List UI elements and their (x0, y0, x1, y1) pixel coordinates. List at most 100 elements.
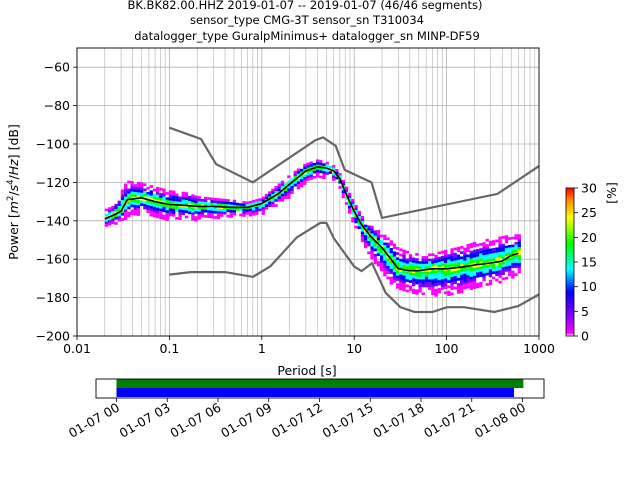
pdf-cell (412, 288, 416, 292)
pdf-cell (261, 196, 265, 200)
pdf-cell (485, 246, 489, 250)
pdf-cell (162, 199, 166, 202)
pdf-cell (296, 184, 301, 187)
pdf-cell (120, 218, 125, 221)
pdf-cell (165, 205, 169, 208)
pdf-cell (405, 279, 409, 282)
pdf-cell (370, 228, 374, 231)
pdf-cell (495, 247, 499, 251)
pdf-cell (194, 198, 198, 201)
pdf-cell (146, 194, 150, 198)
pdf-cell (488, 264, 493, 267)
pdf-cell (399, 282, 403, 286)
pdf-cell (207, 215, 211, 219)
pdf-cell (133, 204, 137, 208)
pdf-cell (456, 283, 461, 286)
pdf-cell (514, 234, 518, 237)
pdf-cell (396, 265, 400, 268)
pdf-cell (498, 267, 502, 271)
pdf-cell (370, 249, 374, 252)
pdf-cell (402, 257, 406, 261)
pdf-cell (380, 242, 384, 246)
pdf-cell (220, 214, 224, 217)
pdf-cell (424, 261, 429, 264)
pdf-cell (511, 244, 515, 248)
pdf-cell (165, 192, 169, 195)
pdf-cell (146, 197, 150, 200)
y-tick-label: −100 (36, 137, 70, 152)
pdf-cell (287, 188, 291, 192)
pdf-cell (188, 208, 192, 212)
pdf-cell (133, 202, 137, 206)
pdf-cell (140, 187, 144, 191)
pdf-cell (392, 272, 397, 275)
pdf-cell (117, 216, 121, 219)
pdf-cell (437, 264, 441, 268)
pdf-cell (200, 199, 205, 202)
pdf-cell (456, 257, 461, 260)
pdf-cell (136, 192, 141, 196)
pdf-cell (220, 201, 224, 204)
pdf-cell (463, 284, 467, 287)
pdf-cell (447, 259, 451, 263)
pdf-cell (373, 238, 377, 241)
pdf-cell (479, 253, 483, 257)
pdf-cell (440, 281, 445, 285)
pdf-cell (373, 259, 377, 262)
pdf-cell (469, 266, 473, 270)
pdf-cell (303, 179, 307, 183)
pdf-cell (511, 273, 515, 276)
pdf-cell (469, 258, 473, 262)
pdf-cell (140, 185, 144, 188)
pdf-cell (140, 182, 144, 186)
pdf-cell (181, 196, 185, 200)
pdf-cell (421, 282, 425, 285)
pdf-cell (124, 183, 128, 187)
pdf-cell (431, 268, 435, 272)
pdf-cell (367, 228, 371, 231)
pdf-cell (341, 190, 345, 194)
pdf-cell (501, 246, 505, 250)
pdf-cell (197, 209, 201, 212)
pdf-cell (162, 191, 166, 194)
pdf-cell (501, 235, 505, 239)
pdf-cell (159, 203, 163, 207)
pdf-cell (287, 180, 291, 184)
pdf-cell (111, 218, 115, 222)
pdf-cell (405, 271, 409, 275)
pdf-cell (482, 242, 486, 245)
pdf-cell (444, 255, 448, 258)
title-line-3: datalogger_type GuralpMinimus+ datalogge… (134, 29, 480, 43)
pdf-cell (159, 208, 163, 212)
pdf-cell (341, 182, 345, 186)
pdf-cell (373, 256, 377, 260)
pdf-cell (450, 258, 454, 262)
pdf-cell (306, 162, 310, 166)
pdf-cell (508, 268, 512, 272)
mean-psd-curve (104, 166, 519, 272)
timeline-bars (116, 379, 524, 397)
pdf-cell (376, 263, 381, 267)
pdf-cell (178, 196, 182, 200)
pdf-cell (156, 202, 160, 206)
pdf-cell (191, 207, 195, 211)
pdf-cell (232, 207, 237, 211)
pdf-cell (504, 256, 509, 259)
pdf-cell (277, 188, 281, 192)
pdf-cell (181, 199, 185, 203)
pdf-cell (181, 202, 185, 205)
pdf-cell (143, 191, 147, 194)
pdf-cell (335, 176, 339, 180)
pdf-cell (453, 257, 457, 261)
pdf-cell (504, 266, 509, 270)
pdf-cell (482, 260, 486, 264)
pdf-cell (172, 208, 176, 212)
pdf-cell (402, 254, 406, 258)
pdf-cell (424, 271, 429, 275)
pdf-cell (210, 197, 214, 201)
pdf-cell (111, 221, 115, 225)
pdf-cell (437, 274, 441, 278)
pdf-cell (194, 211, 198, 214)
pdf-cell (408, 264, 413, 268)
pdf-cell (175, 216, 179, 220)
